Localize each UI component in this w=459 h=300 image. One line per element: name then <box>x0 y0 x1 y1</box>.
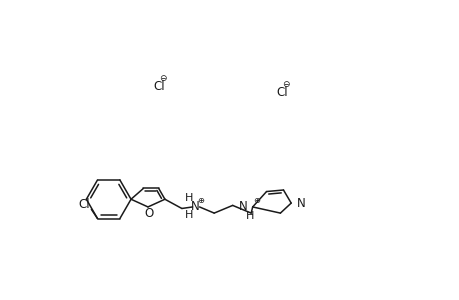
Text: Cl: Cl <box>78 198 90 211</box>
Text: ⊕: ⊕ <box>252 196 259 205</box>
Text: H: H <box>245 211 253 221</box>
Text: ⊕: ⊕ <box>197 196 204 205</box>
Text: N: N <box>191 200 200 213</box>
Text: O: O <box>144 207 153 220</box>
Text: H: H <box>185 194 193 203</box>
Text: H: H <box>185 210 193 220</box>
Text: N: N <box>297 196 305 210</box>
Text: Cl: Cl <box>275 86 287 100</box>
Text: ⊖: ⊖ <box>281 80 289 89</box>
Text: ⊖: ⊖ <box>158 74 166 83</box>
Text: Cl: Cl <box>152 80 164 93</box>
Text: N: N <box>239 200 247 213</box>
